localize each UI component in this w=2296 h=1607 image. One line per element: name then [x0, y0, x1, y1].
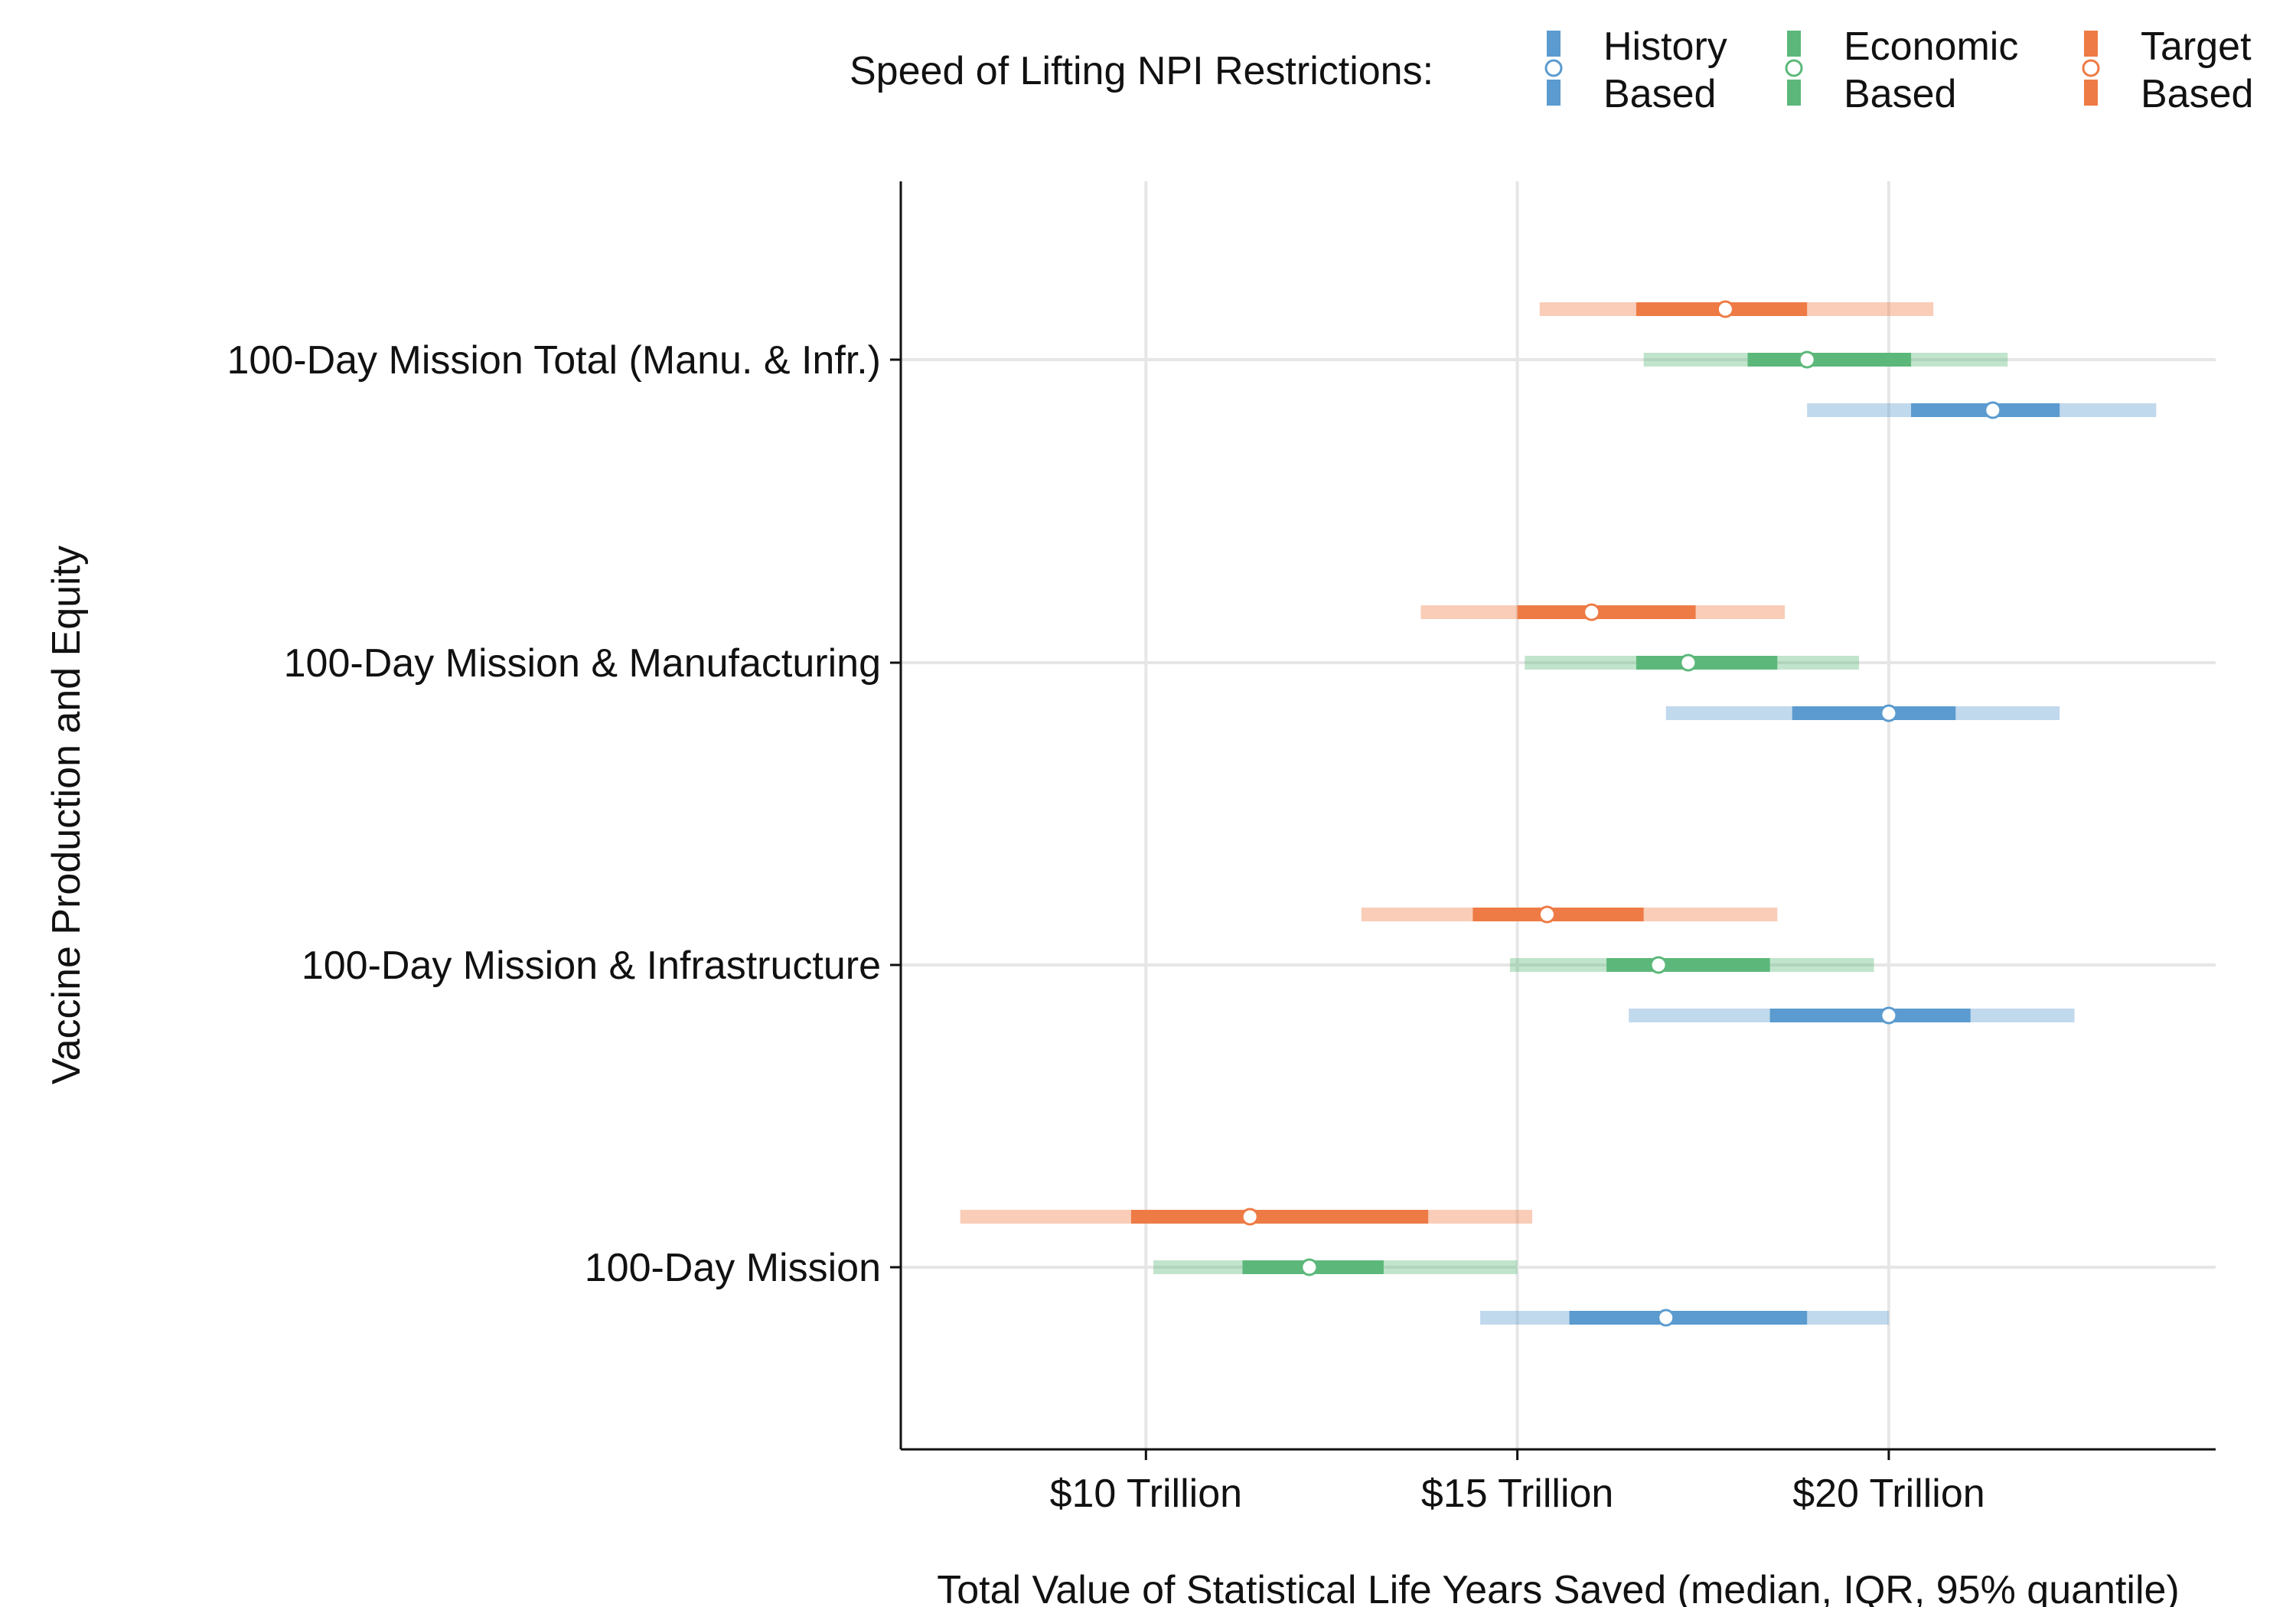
legend-title: Speed of Lifting NPI Restrictions:: [850, 49, 1433, 93]
legend-swatch-lower: [1547, 80, 1561, 106]
legend-label-line1: History: [1603, 24, 1727, 69]
gridlines: [901, 181, 2216, 1449]
legend-label-line1: Target: [2141, 24, 2252, 69]
y-tick-label: 100-Day Mission: [585, 1246, 881, 1290]
median-point: [1880, 1006, 1898, 1025]
interval-mark: [1509, 956, 1874, 974]
y-axis-title: Vaccine Production and Equity: [44, 546, 89, 1084]
interval-mark: [1807, 401, 2157, 419]
interval-mark: [1665, 704, 2060, 722]
axes: [890, 181, 2216, 1460]
legend-key: Target Based: [2082, 24, 2253, 116]
interval-mark: [1420, 603, 1786, 621]
legend-median-point: [2082, 59, 2100, 77]
legend-label: Economic Based: [1844, 24, 2018, 116]
interval-mark: [1629, 1006, 2075, 1025]
interval-mark: [1643, 350, 2008, 369]
legend-label: Target Based: [2141, 24, 2253, 116]
interval-mark: [1539, 300, 1934, 318]
median-point: [1716, 300, 1734, 318]
legend-swatch-upper: [2084, 31, 2098, 57]
y-tick-label: 100-Day Mission & Manufacturing: [284, 641, 881, 686]
legend-swatch-lower: [2084, 80, 2098, 106]
legend-label: History Based: [1603, 24, 1727, 116]
x-tick-label: $20 Trillion: [1792, 1472, 1985, 1516]
interval-mark: [1361, 905, 1778, 924]
legend-swatch-upper: [1547, 31, 1561, 57]
median-point: [1657, 1309, 1675, 1327]
interval-mark: [960, 1208, 1533, 1226]
legend-label-line2: Based: [1844, 72, 1956, 116]
legend-key: History Based: [1544, 24, 1727, 116]
legend-label-line2: Based: [2141, 72, 2253, 116]
legend-key: Economic Based: [1785, 24, 2018, 116]
median-point: [1880, 704, 1898, 722]
y-tick-label: 100-Day Mission & Infrastructure: [302, 944, 881, 988]
legend-swatch-lower: [1787, 80, 1801, 106]
legend-label-line2: Based: [1603, 72, 1716, 116]
legend-median-point: [1544, 59, 1563, 77]
median-point: [1538, 905, 1556, 924]
interval-mark: [1525, 654, 1860, 672]
median-point: [1583, 603, 1601, 621]
axis-labels: Total Value of Statistical Life Years Sa…: [44, 338, 2180, 1607]
median-point: [1679, 654, 1698, 672]
x-tick-label: $10 Trillion: [1050, 1472, 1242, 1516]
median-point: [1300, 1258, 1319, 1276]
median-point: [1649, 956, 1668, 974]
interval-marks: [960, 300, 2157, 1327]
interval-mark: [1480, 1309, 1889, 1327]
legend-label-line1: Economic: [1844, 24, 2018, 69]
median-point: [1984, 401, 2002, 419]
legend: Speed of Lifting NPI Restrictions: Histo…: [850, 24, 2253, 116]
median-point: [1798, 350, 1816, 369]
legend-median-point: [1785, 59, 1803, 77]
interval-mark: [1153, 1258, 1518, 1276]
x-axis-title: Total Value of Statistical Life Years Sa…: [937, 1568, 2180, 1607]
median-point: [1241, 1208, 1259, 1226]
y-tick-label: 100-Day Mission Total (Manu. & Infr.): [227, 338, 882, 383]
x-tick-label: $15 Trillion: [1421, 1472, 1613, 1516]
legend-swatch-upper: [1787, 31, 1801, 57]
